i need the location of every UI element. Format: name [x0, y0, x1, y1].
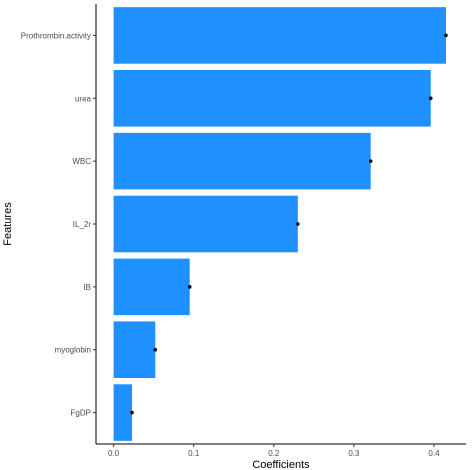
bar-6 [113, 384, 133, 441]
x-axis-title: Coefficients [252, 459, 310, 470]
x-axis-ticks: 0.0 0.1 0.2 0.3 0.4 [108, 444, 440, 458]
point-0 [444, 33, 448, 38]
point-6 [130, 410, 134, 415]
point-3 [296, 222, 300, 226]
bar-1 [113, 70, 431, 127]
x-tick-label-0: 0.0 [108, 449, 120, 458]
points-layer [130, 33, 448, 415]
point-1 [428, 96, 433, 101]
bar-3 [113, 195, 298, 253]
bar-2 [113, 132, 371, 190]
y-tick-label-5: myoglobin [55, 346, 91, 355]
bars-layer [113, 7, 446, 441]
point-5 [153, 347, 158, 352]
y-tick-label-1: urea [75, 94, 92, 103]
point-2 [368, 159, 373, 163]
bar-5 [113, 321, 156, 378]
point-4 [187, 285, 192, 289]
y-tick-label-3: IL_2r [73, 220, 92, 229]
x-tick-label-1: 0.1 [188, 449, 200, 458]
bar-0 [113, 7, 446, 64]
y-tick-label-6: FgDP [71, 409, 91, 418]
bar-4 [113, 258, 190, 316]
x-tick-label-3: 0.3 [348, 449, 360, 458]
x-tick-label-2: 0.2 [268, 449, 280, 458]
y-tick-label-4: IB [83, 283, 91, 292]
y-axis-title: Features [2, 202, 14, 246]
y-tick-label-0: Prothrombin.activity [21, 31, 91, 40]
x-tick-label-4: 0.4 [428, 449, 440, 458]
y-axis-ticks: Prothrombin.activity urea WBC IL_2r IB myoglo… [21, 31, 96, 418]
y-tick-label-2: WBC [72, 157, 91, 166]
